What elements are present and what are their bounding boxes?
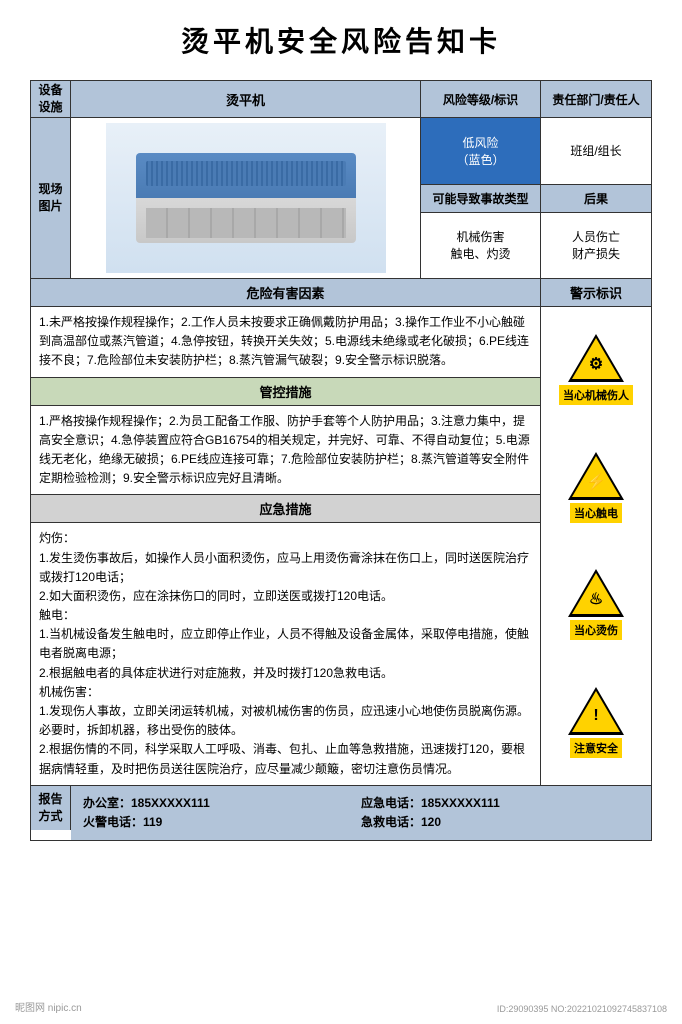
exclamation-icon: ! (586, 707, 606, 727)
fire-phone: 火警电话：119 (83, 813, 361, 832)
equipment-name-header: 烫平机 (71, 81, 421, 117)
consequence-header: 后果 (541, 185, 651, 212)
responsible-header: 责任部门/责任人 (541, 81, 651, 117)
warning-signs-column: ⚙ 当心机械伤人 ⚡ 当心触电 ♨ 当心烫伤 ! 注意安全 (541, 307, 651, 785)
safety-card: 设备 设施 烫平机 风险等级/标识 责任部门/责任人 现场 图片 低风险 （蓝色… (30, 80, 652, 841)
warning-label-3: 当心烫伤 (570, 620, 622, 640)
report-method-label: 报告 方式 (31, 786, 71, 830)
warning-mechanical: ⚙ 当心机械伤人 (559, 334, 633, 405)
warning-electric: ⚡ 当心触电 (568, 452, 624, 523)
header-row-1: 设备 设施 烫平机 风险等级/标识 责任部门/责任人 (31, 81, 651, 118)
image-section: 现场 图片 低风险 （蓝色） 班组/组长 可能导致事故类型 后果 机械伤害 触电… (31, 118, 651, 278)
accident-type-header: 可能导致事故类型 (421, 185, 541, 212)
warning-caution: ! 注意安全 (568, 687, 624, 758)
site-photo-label: 现场 图片 (31, 118, 71, 278)
risk-level-header: 风险等级/标识 (421, 81, 541, 117)
main-content-row: 1.未严格按操作规程操作；2.工作人员未按要求正确佩戴防护用品；3.操作工作业不… (31, 307, 651, 786)
emergency-header: 应急措施 (31, 495, 540, 523)
control-text: 1.严格按操作规程操作；2.为员工配备工作服、防护手套等个人防护用品；3.注意力… (31, 406, 540, 496)
footer-row: 报告 方式 办公室：185XXXXX111 应急电话：185XXXXX111 火… (31, 786, 651, 840)
contacts-cell: 办公室：185XXXXX111 应急电话：185XXXXX111 火警电话：11… (71, 786, 651, 840)
accident-value: 机械伤害 触电、灼烫 (421, 213, 541, 279)
watermark-text: 昵图网 nipic.cn (15, 999, 82, 1014)
heat-icon: ♨ (586, 589, 606, 609)
equipment-facility-label: 设备 设施 (31, 81, 71, 117)
emergency-text: 灼伤： 1.发生烫伤事故后，如操作人员小面积烫伤，应马上用烫伤膏涂抹在伤口上，同… (31, 523, 540, 784)
watermark-id: ID:29090395 NO:20221021092745837108 (497, 1004, 667, 1014)
equipment-image-cell (71, 118, 421, 278)
office-phone: 办公室：185XXXXX111 (83, 794, 361, 813)
lightning-icon: ⚡ (586, 472, 606, 492)
hazard-factors-header: 危险有害因素 (31, 279, 541, 306)
hazard-header-row: 危险有害因素 警示标识 (31, 278, 651, 307)
warning-label-1: 当心机械伤人 (559, 385, 633, 405)
responsible-value: 班组/组长 (541, 118, 651, 184)
emergency-phone: 应急电话：185XXXXX111 (361, 794, 639, 813)
risk-level-value: 低风险 （蓝色） (421, 118, 541, 184)
warning-burn: ♨ 当心烫伤 (568, 569, 624, 640)
rescue-phone: 急救电话：120 (361, 813, 639, 832)
control-header: 管控措施 (31, 378, 540, 406)
consequence-value: 人员伤亡 财产损失 (541, 213, 651, 279)
warning-label-2: 当心触电 (570, 503, 622, 523)
machine-illustration (106, 123, 386, 273)
hazard-text: 1.未严格按操作规程操作；2.工作人员未按要求正确佩戴防护用品；3.操作工作业不… (31, 307, 540, 378)
warning-label-4: 注意安全 (570, 738, 622, 758)
main-title: 烫平机安全风险告知卡 (30, 20, 652, 60)
gear-icon: ⚙ (586, 354, 606, 374)
warning-signs-header: 警示标识 (541, 279, 651, 306)
